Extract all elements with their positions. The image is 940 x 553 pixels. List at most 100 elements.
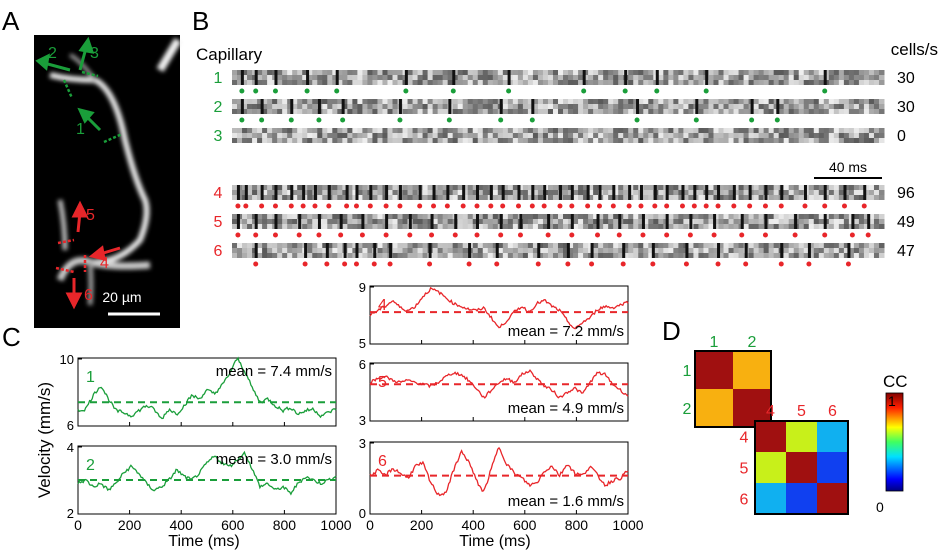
linescan-gap (655, 70, 659, 85)
xtick-label: 600 (221, 517, 245, 533)
cell-dot (739, 232, 745, 238)
cc-row-label: 6 (740, 492, 749, 509)
cc-col-label: 1 (710, 334, 719, 351)
cc-col-label: 4 (766, 403, 775, 420)
linescan-gap (343, 243, 347, 258)
cell-dot (650, 261, 656, 267)
cell-dot (383, 203, 389, 209)
panel-b-linescans: Capillary cells/s 40 ms 1 302 303 04 965 496 4… (196, 40, 938, 267)
colorbar-min: 0 (876, 499, 884, 515)
linescan-texture-2 (232, 99, 885, 114)
linescan-gap (705, 185, 709, 200)
xtick-label: 200 (118, 517, 142, 533)
vessel-label-2: 2 (48, 45, 57, 62)
cell-dot (774, 117, 780, 123)
linescan-gap (254, 243, 258, 258)
cell-dot (353, 203, 359, 209)
linescan-gap (628, 185, 632, 200)
linescan-gap (622, 243, 626, 258)
xtick-label: 0 (74, 517, 82, 533)
linescan-gap (543, 185, 547, 200)
xtick-label: 400 (170, 517, 194, 533)
linescan-gap (325, 243, 329, 258)
cell-dot (569, 203, 575, 209)
ytick-max-1: 10 (60, 352, 74, 367)
ytick-max-5: 6 (359, 357, 366, 372)
cell-dot (802, 203, 808, 209)
vessel-label-5: 5 (86, 207, 95, 224)
linescan-gap (681, 185, 685, 200)
velocity-plot-4: 4 mean = 7.2 mm/s 9 5 (359, 280, 629, 351)
linescan-gap (432, 185, 436, 200)
panel-letter-a: A (2, 6, 20, 36)
cell-dot (397, 117, 403, 123)
linescan-texture-1 (232, 70, 885, 85)
cell-dot (429, 232, 435, 238)
cell-dot (466, 261, 472, 267)
cell-dot (557, 203, 563, 209)
cc-cell-green (695, 389, 733, 427)
plot-id-1: 1 (86, 369, 95, 386)
linescan-gap (863, 185, 867, 200)
linescan-row-6: 6 47 (214, 243, 915, 267)
colorbar-max: 1 (888, 393, 896, 409)
linescan-gap (361, 214, 365, 229)
cell-dot (498, 117, 504, 123)
linescan-gap (236, 214, 240, 229)
linescan-gap (339, 214, 343, 229)
cell-dot (762, 232, 768, 238)
velocity-trace-2 (77, 450, 337, 496)
panel-d-correlation: CC 1 0 1 1 2 2 44 5 5 6 6 (683, 334, 908, 515)
linescan-gap (317, 99, 321, 114)
cells-per-second-header: cells/s (891, 40, 938, 59)
cell-dot (334, 88, 340, 94)
linescan-gap (254, 214, 258, 229)
ytick-min-1: 6 (67, 418, 74, 433)
linescan-gap (531, 99, 535, 114)
cell-dot (620, 261, 626, 267)
cell-dot (595, 232, 601, 238)
linescan-id-5: 5 (214, 214, 223, 231)
cell-dot (703, 88, 709, 94)
xtick-label: 1000 (320, 517, 351, 533)
ytick-max-2: 4 (67, 440, 74, 455)
cell-dot (259, 117, 265, 123)
linescan-gap (582, 70, 586, 85)
linescan-gap (570, 214, 574, 229)
linescan-gap (867, 214, 871, 229)
linescan-gap (641, 214, 645, 229)
xtick-label: 400 (462, 517, 486, 533)
cell-dot (444, 203, 450, 209)
linescan-gap (290, 99, 294, 114)
cell-dot (687, 232, 693, 238)
linescan-gap (665, 214, 669, 229)
linescan-gap (596, 214, 600, 229)
cell-dot (359, 232, 365, 238)
linescan-id-1: 1 (214, 70, 223, 87)
plot-id-2: 2 (86, 457, 95, 474)
linescan-gap (547, 214, 551, 229)
cell-dot (338, 232, 344, 238)
linescan-gap (586, 185, 590, 200)
cell-dot (450, 88, 456, 94)
linescan-texture-6 (232, 243, 885, 258)
cc-col-label: 6 (828, 403, 837, 420)
cell-dot (581, 88, 587, 94)
linescan-gap (636, 99, 640, 114)
linescan-gap (398, 99, 402, 114)
linescan-gap (740, 214, 744, 229)
cell-dot (253, 232, 259, 238)
cell-dot (272, 232, 278, 238)
cell-dot (304, 88, 310, 94)
cell-dot (239, 88, 245, 94)
cell-dot (626, 203, 632, 209)
cell-dot (715, 203, 721, 209)
cell-dot (634, 117, 640, 123)
linescan-gap (823, 214, 827, 229)
ytick-min-6: 0 (359, 506, 366, 521)
linescan-gap (794, 214, 798, 229)
cell-dot (849, 232, 855, 238)
linescan-gap (612, 185, 616, 200)
cell-dot (397, 203, 403, 209)
linescan-gap (306, 70, 310, 85)
